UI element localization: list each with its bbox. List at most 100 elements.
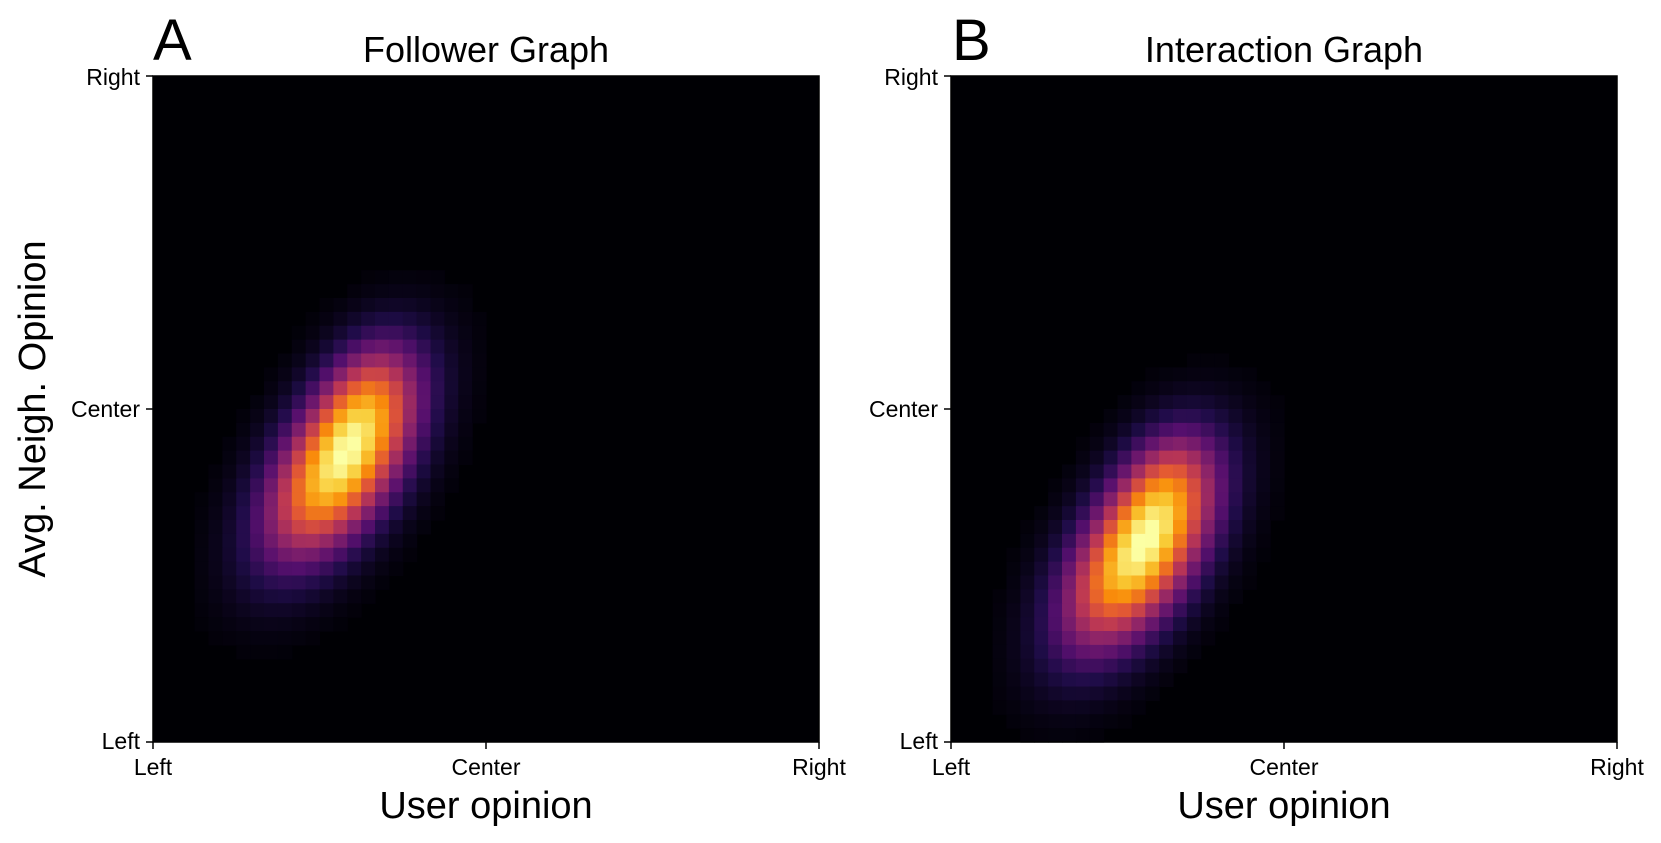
heatmap-cell <box>291 547 307 563</box>
x-tick-label-center: Center <box>1249 754 1318 780</box>
heatmap-cell <box>361 270 376 285</box>
heatmap-cell <box>416 311 432 327</box>
heatmap-cell <box>1075 450 1091 466</box>
heatmap-cell <box>430 450 445 466</box>
heatmap-cell <box>1186 478 1202 493</box>
heatmap-cell <box>1131 672 1146 688</box>
heatmap-cell <box>430 478 445 493</box>
y-tick-label-center: Center <box>869 396 938 422</box>
heatmap-cell <box>347 325 362 341</box>
heatmap-cell <box>992 686 1008 701</box>
heatmap-cell <box>291 325 307 341</box>
heatmap-cell <box>1034 617 1049 632</box>
heatmap-cell <box>319 520 334 535</box>
heatmap-cell <box>1228 367 1243 382</box>
heatmap-cell <box>388 298 404 313</box>
panel-letter: B <box>952 8 991 73</box>
heatmap-cell <box>1270 450 1285 466</box>
heatmap-cell <box>1062 492 1077 507</box>
heatmap-cell <box>444 298 459 313</box>
heatmap-cell <box>388 561 404 577</box>
heatmap-cell <box>1186 589 1202 604</box>
heatmap-cell <box>1256 422 1271 438</box>
heatmap-cell <box>1117 686 1132 701</box>
heatmap-cell <box>333 422 348 438</box>
heatmap-cell <box>1186 575 1202 590</box>
heatmap-cell <box>1034 533 1049 549</box>
heatmap-cell <box>1214 547 1230 563</box>
heatmap-cell <box>1103 492 1119 507</box>
heatmap-cell <box>416 450 432 466</box>
heatmap-cell <box>236 506 251 521</box>
heatmap-cell <box>1228 492 1243 507</box>
heatmap-cell <box>333 533 348 549</box>
heatmap-cell <box>1256 520 1271 535</box>
heatmap-cell <box>1214 603 1230 618</box>
heatmap-cell <box>347 533 362 549</box>
heatmap-cell <box>1131 561 1146 577</box>
heatmap-cell <box>264 561 279 577</box>
heatmap-cell <box>1117 520 1132 535</box>
heatmap-cell <box>1270 422 1285 438</box>
heatmap-cell <box>319 617 334 632</box>
heatmap-cell <box>1159 395 1174 410</box>
heatmap-cell <box>319 381 334 396</box>
heatmap-cell <box>361 339 376 355</box>
heatmap-cell <box>291 617 307 632</box>
heatmap-cell <box>430 409 445 424</box>
heatmap-cell <box>236 478 251 493</box>
heatmap-cell <box>361 422 376 438</box>
heatmap-cell <box>1006 603 1021 618</box>
heatmap-cell <box>388 270 404 285</box>
heatmap-cell <box>388 395 404 410</box>
heatmap-cell <box>1214 520 1230 535</box>
heatmap-cell <box>1214 395 1230 410</box>
heatmap-cell <box>361 367 376 382</box>
heatmap-cell <box>291 381 307 396</box>
heatmap-cell <box>1089 589 1105 604</box>
heatmap-cell <box>1034 575 1049 590</box>
heatmap-cell <box>347 409 362 424</box>
heatmap-cell <box>1173 547 1188 563</box>
heatmap-cell <box>388 284 404 299</box>
heatmap-cell <box>1242 367 1257 382</box>
heatmap-cell <box>1145 631 1160 646</box>
heatmap-cell <box>1256 409 1271 424</box>
heatmap-cell <box>1145 644 1160 660</box>
heatmap-cell <box>1270 436 1285 452</box>
heatmap-cell <box>333 353 348 368</box>
heatmap-cell <box>305 422 321 438</box>
heatmap-cell <box>1131 533 1146 549</box>
heatmap-cell <box>1228 589 1243 604</box>
heatmap-cell <box>1034 672 1049 688</box>
heatmap-cell <box>264 617 279 632</box>
heatmap-cell <box>1006 589 1021 604</box>
heatmap-cell <box>1173 436 1188 452</box>
heatmap-cell <box>1117 672 1132 688</box>
heatmap-cell <box>1131 603 1146 618</box>
heatmap-cell <box>1242 520 1257 535</box>
heatmap-cell <box>416 298 432 313</box>
heatmap-cell <box>1200 436 1216 452</box>
heatmap-cell <box>236 436 251 452</box>
heatmap-cell <box>1020 686 1035 701</box>
heatmap-cell <box>1186 436 1202 452</box>
heatmap-cell <box>416 492 432 507</box>
heatmap-cell <box>1117 492 1132 507</box>
heatmap-cell <box>1131 450 1146 466</box>
heatmap-cell <box>444 339 459 355</box>
heatmap-cell <box>1075 714 1091 729</box>
heatmap-cell <box>1075 506 1091 521</box>
heatmap-cell <box>388 520 404 535</box>
heatmap-cell <box>1089 644 1105 660</box>
heatmap-cell <box>375 533 390 549</box>
heatmap-cell <box>1034 603 1049 618</box>
heatmap-cell <box>1075 700 1091 715</box>
heatmap-cell <box>291 464 307 479</box>
heatmap-cell <box>347 547 362 563</box>
heatmap-cell <box>1062 700 1077 715</box>
heatmap-cell <box>1089 422 1105 438</box>
heatmap-cells <box>153 76 819 742</box>
heatmap-cell <box>236 561 251 577</box>
y-tick-label-center: Center <box>71 396 140 422</box>
